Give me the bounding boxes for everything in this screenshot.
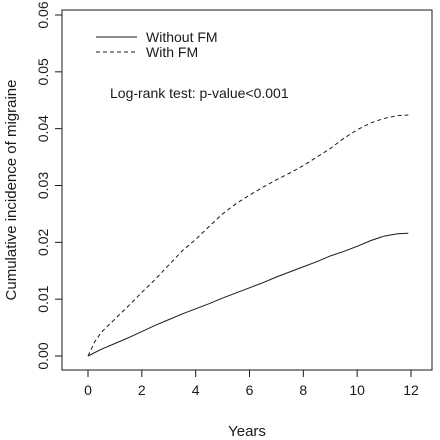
x-tick-label: 8 (299, 382, 307, 398)
x-tick-label: 0 (84, 382, 92, 398)
x-tick-label: 6 (246, 382, 254, 398)
y-axis-title: Cumulative incidence of migraine (3, 80, 20, 301)
x-axis: 0 2 4 6 8 10 12 (84, 369, 419, 398)
x-axis-title: Years (228, 423, 266, 440)
x-tick-label: 10 (349, 382, 365, 398)
y-tick-label: 0.05 (35, 58, 51, 85)
y-tick-label: 0.01 (35, 285, 51, 312)
y-tick-label: 0.06 (35, 1, 51, 28)
y-tick-label: 0.02 (35, 228, 51, 255)
annotation-text: Log-rank test: p-value<0.001 (110, 85, 289, 101)
y-axis: 0.00 0.01 0.02 0.03 0.04 0.05 0.06 (35, 1, 63, 370)
series-line (87, 232, 409, 357)
x-tick-label: 2 (138, 382, 146, 398)
y-tick-label: 0.00 (35, 342, 51, 369)
series-line (87, 114, 409, 357)
x-tick-label: 12 (403, 382, 419, 398)
series-group (87, 114, 409, 357)
y-tick-label: 0.04 (35, 115, 51, 142)
legend-label: With FM (146, 44, 198, 60)
legend-label: Without FM (146, 29, 218, 45)
x-tick-label: 4 (192, 382, 200, 398)
y-tick-label: 0.03 (35, 172, 51, 199)
